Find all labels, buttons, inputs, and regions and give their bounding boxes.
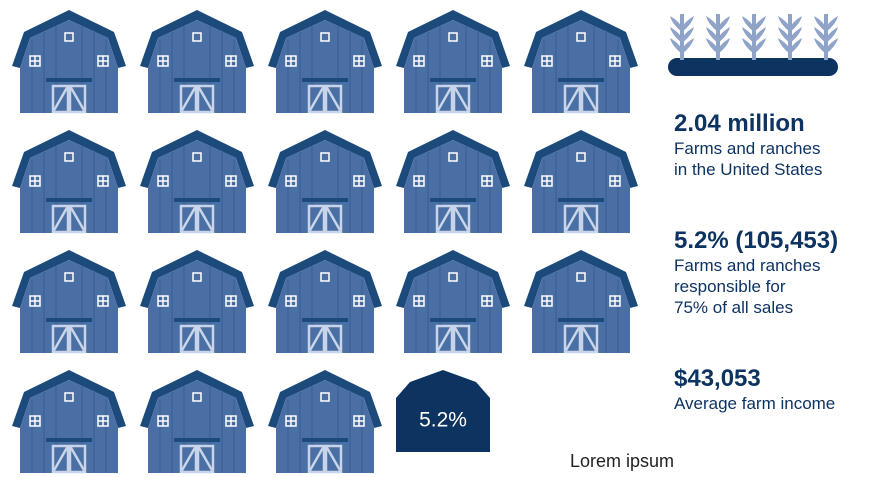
leaf — [706, 27, 718, 43]
stat-description: Farms and ranches — [674, 256, 820, 275]
leaf — [718, 16, 730, 32]
barn — [266, 368, 384, 475]
leaf — [670, 38, 682, 54]
leaf — [682, 27, 694, 43]
leaf — [826, 16, 838, 32]
barn — [266, 128, 384, 235]
barn — [10, 128, 128, 235]
barn — [10, 368, 128, 475]
barn — [522, 128, 640, 235]
barn — [394, 128, 512, 235]
leaf — [706, 16, 718, 32]
barn — [138, 128, 256, 235]
stat-description: 75% of all sales — [674, 298, 793, 317]
leaf — [670, 16, 682, 32]
highlight-label: 5.2% — [419, 409, 467, 432]
stat-value: 5.2% (105,453) — [674, 227, 838, 254]
leaf — [814, 16, 826, 32]
barn — [266, 8, 384, 115]
highlight-barn: 5.2% — [396, 370, 490, 452]
leaf — [826, 38, 838, 54]
leaf — [718, 27, 730, 43]
leaf — [670, 27, 682, 43]
leaf — [682, 16, 694, 32]
leaf — [826, 27, 838, 43]
crop-icon — [668, 14, 838, 76]
leaf — [778, 27, 790, 43]
stat-description: Average farm income — [674, 394, 835, 413]
barn — [394, 248, 512, 355]
leaf — [754, 38, 766, 54]
leaf — [778, 16, 790, 32]
leaf — [718, 38, 730, 54]
barn-grid — [10, 8, 640, 475]
leaf — [754, 16, 766, 32]
stat-description: responsible for — [674, 277, 786, 296]
leaf — [742, 27, 754, 43]
stat-value: $43,053 — [674, 365, 761, 392]
barn — [138, 248, 256, 355]
stat-description: Farms and ranches — [674, 139, 820, 158]
barn — [266, 248, 384, 355]
leaf — [706, 38, 718, 54]
leaf — [778, 38, 790, 54]
barn — [522, 8, 640, 115]
leaf — [790, 16, 802, 32]
leaf — [814, 27, 826, 43]
barn — [10, 248, 128, 355]
stat-description: in the United States — [674, 160, 822, 179]
barn — [522, 248, 640, 355]
barn — [10, 8, 128, 115]
stats: 2.04 million Farms and ranches in the Unit… — [674, 110, 838, 413]
leaf — [742, 38, 754, 54]
barn — [394, 8, 512, 115]
leaf — [742, 16, 754, 32]
footer: Lorem ipsum — [570, 451, 674, 471]
stalk — [788, 14, 792, 60]
stalk — [716, 14, 720, 60]
barn — [138, 8, 256, 115]
stalk — [680, 14, 684, 60]
leaf — [790, 27, 802, 43]
barn — [138, 368, 256, 475]
stat-value: 2.04 million — [674, 110, 805, 137]
stalk — [752, 14, 756, 60]
stalk — [824, 14, 828, 60]
leaf — [682, 38, 694, 54]
leaf — [790, 38, 802, 54]
leaf — [814, 38, 826, 54]
leaf — [754, 27, 766, 43]
